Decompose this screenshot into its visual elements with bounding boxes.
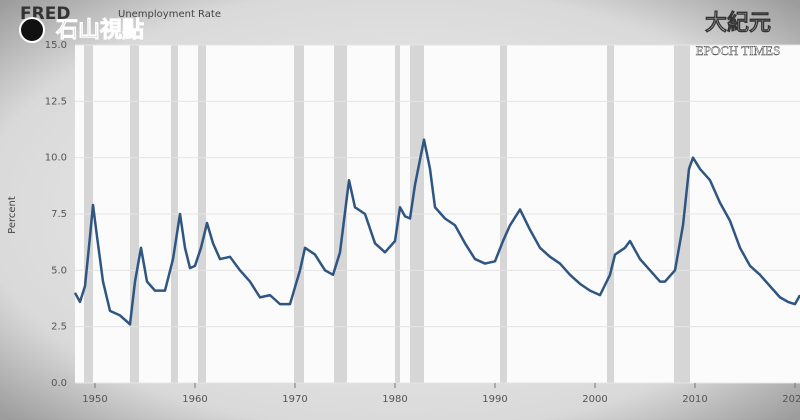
x-tick-label: 1970 — [282, 394, 307, 405]
x-tick-label: 2010 — [682, 394, 707, 405]
y-tick-label: 0.0 — [51, 378, 67, 389]
x-tick-label: 1960 — [182, 394, 207, 405]
y-tick-label: 7.5 — [51, 209, 67, 220]
watermark-right-sub: EPOCH TIMES — [696, 43, 781, 58]
x-tick-label: 1980 — [382, 394, 407, 405]
y-tick-label: 2.5 — [51, 322, 67, 333]
x-tick-label: 2000 — [582, 394, 607, 405]
watermark-left: 石山視點 — [55, 18, 144, 43]
y-tick-label: 15.0 — [45, 40, 67, 51]
data-line — [73, 138, 800, 326]
x-tick-label: 1950 — [82, 394, 107, 405]
chart-title: Unemployment Rate — [118, 9, 221, 20]
y-tick-label: 5.0 — [51, 265, 67, 276]
watermark-right: 大紀元 — [705, 10, 771, 36]
y-axis-label: Percent — [7, 196, 18, 234]
y-tick-label: 10.0 — [45, 153, 67, 164]
x-tick-label: 2020 — [782, 394, 800, 405]
x-tick-label: 1990 — [482, 394, 507, 405]
watermark-icon — [19, 17, 45, 43]
y-tick-label: 12.5 — [45, 96, 67, 107]
